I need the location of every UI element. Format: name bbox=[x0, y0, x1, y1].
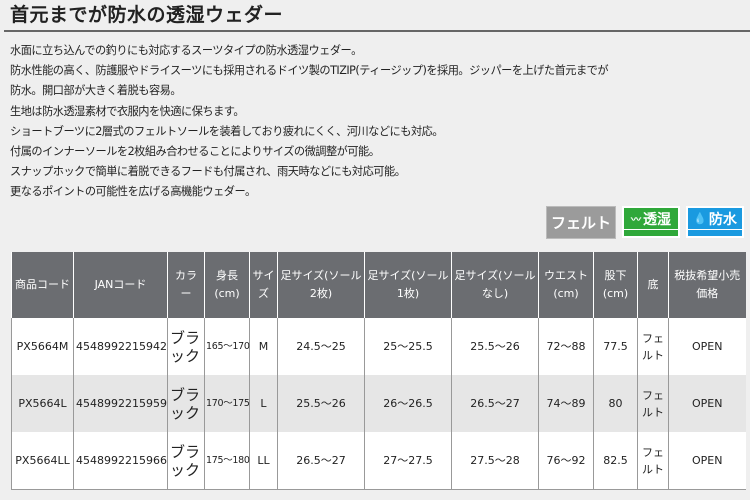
product-description: 水面に立ち込んでの釣りにも対応するスーツタイプの防水透湿ウェダー。 防水性能の高… bbox=[10, 41, 609, 203]
table-cell: 77.5 bbox=[593, 318, 638, 375]
table-cell: フェルト bbox=[637, 318, 669, 375]
column-header: サイズ bbox=[249, 252, 278, 318]
description-line: 生地は防水透湿素材で衣服内を快適に保ちます。 bbox=[10, 104, 245, 118]
column-header: 身長(cm) bbox=[204, 252, 250, 318]
page-title: 首元までが防水の透湿ウェダー bbox=[10, 4, 284, 26]
breathable-badge: 〰透湿 bbox=[622, 206, 680, 238]
table-cell: 72〜88 bbox=[538, 318, 594, 375]
table-cell: L bbox=[249, 375, 278, 432]
column-header: 足サイズ(ソール2枚) bbox=[277, 252, 365, 318]
table-cell: 74〜89 bbox=[538, 375, 594, 432]
column-header: JANコード bbox=[73, 252, 168, 318]
table-cell: OPEN bbox=[668, 375, 746, 432]
table-cell: 27.5〜28 bbox=[451, 432, 539, 490]
description-line: 防水。開口部が大きく着脱も容易。 bbox=[10, 84, 182, 98]
table-cell: ブラック bbox=[167, 432, 205, 490]
table-cell: 80 bbox=[593, 375, 638, 432]
table-cell: 4548992215942 bbox=[73, 318, 168, 375]
table-cell: 24.5〜25 bbox=[277, 318, 365, 375]
table-cell: M bbox=[249, 318, 278, 375]
table-cell: OPEN bbox=[668, 432, 746, 490]
column-header: 股下(cm) bbox=[593, 252, 638, 318]
table-cell: 170〜175 bbox=[204, 375, 250, 432]
table-cell: PX5664M bbox=[11, 318, 74, 375]
column-header: 足サイズ(ソール1枚) bbox=[364, 252, 452, 318]
description-line: スナップホックで簡単に着脱できるフードも付属され、雨天時などにも対応可能。 bbox=[10, 165, 406, 179]
column-header: 底 bbox=[637, 252, 669, 318]
table-cell: OPEN bbox=[668, 318, 746, 375]
table-header-row: 商品コード JANコード カラー 身長(cm) サイズ 足サイズ(ソール2枚) 足サイズ(ソ… bbox=[11, 252, 746, 318]
waterproof-badge: 💧 防水 bbox=[686, 206, 744, 238]
table-cell: 4548992215959 bbox=[73, 375, 168, 432]
table-cell: 25.5〜26 bbox=[277, 375, 365, 432]
table-cell: フェルト bbox=[637, 432, 669, 490]
spec-table: 商品コード JANコード カラー 身長(cm) サイズ 足サイズ(ソール2枚) 足サイズ(ソ… bbox=[11, 252, 746, 490]
table-cell: 82.5 bbox=[593, 432, 638, 490]
table-row: PX5664LL 4548992215966 ブラック 175〜180 LL 26.5〜2… bbox=[11, 432, 746, 490]
description-line: 更なるポイントの可能性を広げる高機能ウェダー。 bbox=[10, 185, 256, 199]
vapor-icon: 〰 bbox=[631, 215, 641, 226]
table-cell: ブラック bbox=[167, 318, 205, 375]
table-cell: 175〜180 bbox=[204, 432, 250, 490]
description-line: 水面に立ち込んでの釣りにも対応するスーツタイプの防水透湿ウェダー。 bbox=[10, 44, 362, 57]
breathable-label: 透湿 bbox=[643, 211, 671, 228]
column-header: 税抜希望小売価格 bbox=[668, 252, 746, 318]
table-row: PX5664M 4548992215942 ブラック 165〜170 M 24.5〜25 2… bbox=[11, 318, 746, 375]
column-header: 足サイズ(ソールなし) bbox=[451, 252, 539, 318]
table-cell: 25〜25.5 bbox=[364, 318, 452, 375]
description-line: 防水性能の高く、防護服やドライスーツにも採用されるドイツ製のTIZIP(ティージ… bbox=[10, 64, 609, 78]
table-cell: PX5664LL bbox=[11, 432, 74, 490]
table-cell: PX5664L bbox=[11, 375, 74, 432]
column-header: 商品コード bbox=[11, 252, 74, 318]
table-cell: 76〜92 bbox=[538, 432, 594, 490]
felt-badge: フェルト bbox=[546, 206, 616, 239]
description-line: 付属のインナーソールを2枚組み合わせることによりサイズの微調整が可能。 bbox=[10, 145, 380, 159]
feature-badges: フェルト 〰透湿 💧 防水 bbox=[546, 206, 744, 239]
water-drop-icon: 💧 bbox=[693, 212, 707, 225]
table-cell: 25.5〜26 bbox=[451, 318, 539, 375]
column-header: カラー bbox=[167, 252, 205, 318]
table-row: PX5664L 4548992215959 ブラック 170〜175 L 25.5〜26 2… bbox=[11, 375, 746, 432]
column-header: ウエスト(cm) bbox=[538, 252, 594, 318]
table-cell: LL bbox=[249, 432, 278, 490]
table-cell: 4548992215966 bbox=[73, 432, 168, 490]
description-line: ショートブーツに2層式のフェルトソールを装着しており疲れにくく、河川などにも対応… bbox=[10, 124, 444, 138]
table-cell: フェルト bbox=[637, 375, 669, 432]
table-cell: 26.5〜27 bbox=[277, 432, 365, 490]
title-divider bbox=[4, 30, 750, 32]
table-cell: ブラック bbox=[167, 375, 205, 432]
table-cell: 27〜27.5 bbox=[364, 432, 452, 490]
table-cell: 165〜170 bbox=[204, 318, 250, 375]
table-cell: 26〜26.5 bbox=[364, 375, 452, 432]
waterproof-label: 防水 bbox=[708, 211, 737, 228]
table-cell: 26.5〜27 bbox=[451, 375, 539, 432]
